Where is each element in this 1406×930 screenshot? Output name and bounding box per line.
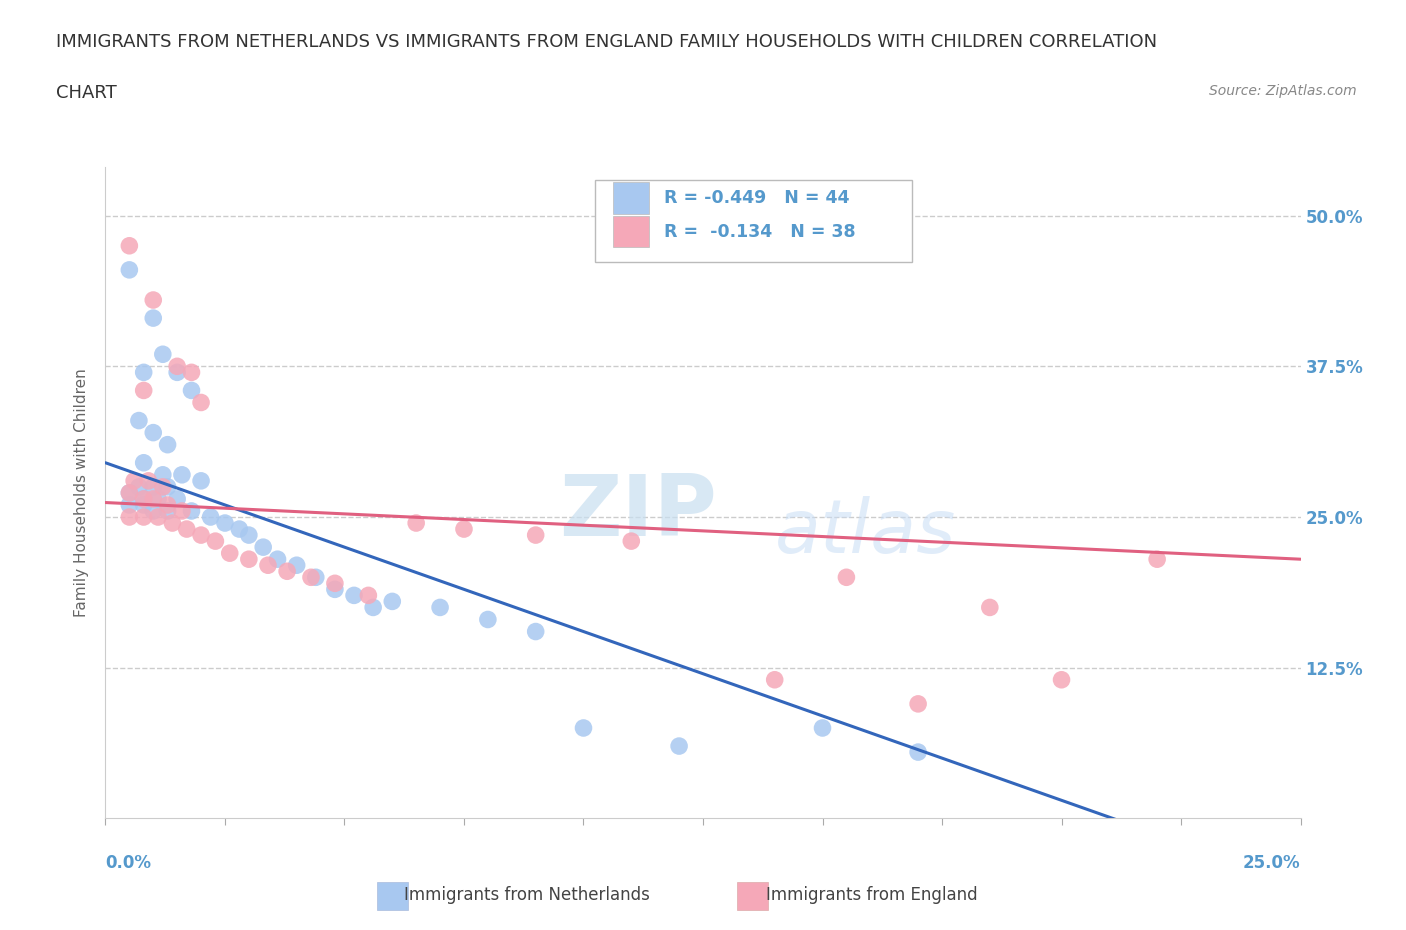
FancyBboxPatch shape bbox=[613, 217, 650, 247]
Point bbox=[285, 558, 308, 573]
FancyBboxPatch shape bbox=[613, 182, 650, 214]
Text: CHART: CHART bbox=[56, 84, 117, 101]
Text: Source: ZipAtlas.com: Source: ZipAtlas.com bbox=[1209, 84, 1357, 98]
Point bbox=[429, 600, 451, 615]
Point bbox=[238, 527, 260, 542]
Point bbox=[118, 510, 141, 525]
Point bbox=[146, 510, 169, 525]
Point bbox=[118, 485, 141, 500]
Y-axis label: Family Households with Children: Family Households with Children bbox=[75, 368, 90, 618]
Point bbox=[218, 546, 240, 561]
Point bbox=[166, 365, 188, 379]
Point bbox=[132, 510, 155, 525]
Point bbox=[1146, 551, 1168, 566]
FancyBboxPatch shape bbox=[737, 882, 768, 910]
Point bbox=[142, 293, 165, 308]
Point bbox=[214, 515, 236, 530]
Point bbox=[180, 503, 202, 518]
Text: 25.0%: 25.0% bbox=[1243, 854, 1301, 872]
Point bbox=[524, 624, 547, 639]
Text: IMMIGRANTS FROM NETHERLANDS VS IMMIGRANTS FROM ENGLAND FAMILY HOUSEHOLDS WITH CH: IMMIGRANTS FROM NETHERLANDS VS IMMIGRANT… bbox=[56, 33, 1157, 50]
Point bbox=[132, 383, 155, 398]
Point bbox=[128, 480, 150, 495]
Point bbox=[142, 311, 165, 325]
Point bbox=[162, 515, 184, 530]
Point bbox=[835, 570, 858, 585]
Point bbox=[138, 473, 160, 488]
Point bbox=[266, 551, 288, 566]
Point bbox=[620, 534, 643, 549]
Text: R =  -0.134   N = 38: R = -0.134 N = 38 bbox=[664, 223, 855, 241]
Point bbox=[357, 588, 380, 603]
Point bbox=[156, 437, 179, 452]
Point bbox=[190, 527, 212, 542]
Point bbox=[132, 498, 155, 512]
Point bbox=[811, 721, 834, 736]
Point bbox=[299, 570, 322, 585]
Point bbox=[1050, 672, 1073, 687]
Point bbox=[152, 347, 174, 362]
Point bbox=[146, 491, 169, 506]
Point bbox=[142, 491, 165, 506]
Point bbox=[190, 395, 212, 410]
Point bbox=[763, 672, 786, 687]
Point bbox=[166, 359, 188, 374]
Point bbox=[180, 365, 202, 379]
Point bbox=[228, 522, 250, 537]
Point bbox=[176, 522, 198, 537]
Point bbox=[170, 468, 193, 483]
Point bbox=[132, 491, 155, 506]
Point bbox=[323, 576, 346, 591]
Point bbox=[405, 515, 427, 530]
Point bbox=[572, 721, 595, 736]
Point bbox=[361, 600, 384, 615]
Text: Immigrants from England: Immigrants from England bbox=[766, 885, 977, 904]
Point bbox=[156, 480, 179, 495]
Point bbox=[323, 582, 346, 597]
Point bbox=[200, 510, 222, 525]
Point bbox=[118, 262, 141, 277]
Point bbox=[524, 527, 547, 542]
Text: Immigrants from Netherlands: Immigrants from Netherlands bbox=[405, 885, 650, 904]
Point bbox=[252, 539, 274, 554]
Point bbox=[453, 522, 475, 537]
Point bbox=[132, 491, 155, 506]
Point bbox=[156, 503, 179, 518]
Point bbox=[204, 534, 226, 549]
FancyBboxPatch shape bbox=[596, 180, 912, 262]
Point bbox=[238, 551, 260, 566]
Point bbox=[142, 480, 165, 495]
Point bbox=[132, 456, 155, 471]
Point bbox=[190, 473, 212, 488]
Text: atlas: atlas bbox=[775, 496, 956, 568]
Point bbox=[907, 745, 929, 760]
Point bbox=[152, 480, 174, 495]
Point bbox=[180, 383, 202, 398]
Point bbox=[118, 238, 141, 253]
Text: R = -0.449   N = 44: R = -0.449 N = 44 bbox=[664, 189, 849, 207]
FancyBboxPatch shape bbox=[377, 882, 408, 910]
Point bbox=[170, 503, 193, 518]
Point bbox=[979, 600, 1001, 615]
Text: 0.0%: 0.0% bbox=[105, 854, 152, 872]
Point bbox=[122, 473, 145, 488]
Point bbox=[668, 738, 690, 753]
Point bbox=[142, 503, 165, 518]
Point bbox=[128, 413, 150, 428]
Point bbox=[118, 485, 141, 500]
Point bbox=[166, 491, 188, 506]
Point bbox=[381, 594, 404, 609]
Point bbox=[142, 425, 165, 440]
Point bbox=[152, 468, 174, 483]
Point bbox=[276, 564, 298, 578]
Point bbox=[343, 588, 366, 603]
Point bbox=[156, 498, 179, 512]
Point bbox=[305, 570, 328, 585]
Point bbox=[907, 697, 929, 711]
Point bbox=[132, 365, 155, 379]
Point bbox=[477, 612, 499, 627]
Point bbox=[257, 558, 280, 573]
Point bbox=[118, 498, 141, 512]
Text: ZIP: ZIP bbox=[560, 471, 717, 554]
